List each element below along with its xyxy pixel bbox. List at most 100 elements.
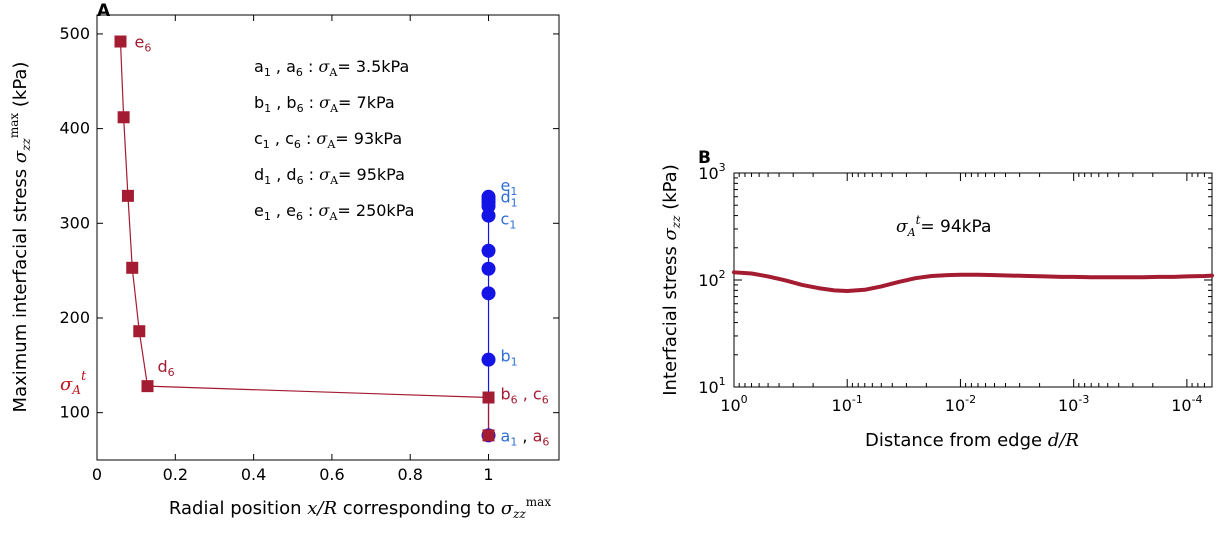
b-y-tick-label: 102	[698, 268, 725, 290]
panel-a-y-ticks: 100 200 300 400 500	[59, 24, 559, 422]
red-point	[133, 325, 146, 338]
annot-k2: e	[286, 201, 296, 220]
panel-a-label: A	[97, 1, 111, 21]
point-label-sub2: 6	[542, 394, 549, 407]
annot-sym: σ	[316, 129, 328, 148]
point-label-a1-a6: a1 , a6	[501, 426, 550, 448]
b-stress-curve	[732, 270, 1214, 293]
annot-sub: A	[328, 210, 338, 223]
panel-b-x-axis-label: Distance from edge d/R	[865, 430, 1079, 451]
b-y-tick-label: 103	[698, 161, 725, 183]
annot-colon: :	[303, 57, 319, 76]
point-label-main: c	[501, 210, 510, 229]
annot-value: 7kPa	[357, 93, 395, 112]
annot-sep: ,	[270, 129, 285, 148]
point-label: b1	[501, 347, 518, 369]
panel-b-series-lines	[732, 270, 1214, 293]
annot-k2: d	[286, 165, 296, 184]
b-x-tick-label: 10-3	[1058, 393, 1089, 415]
tick-exp: 0	[741, 393, 748, 406]
x-tick-label: 0.6	[319, 465, 344, 484]
red-series-line	[119, 41, 490, 436]
blue-point	[481, 189, 496, 204]
sigma-a-t-label: σAt	[60, 369, 87, 397]
annot-s2: 6	[294, 138, 301, 151]
panel-b-y-axis-label: Interfacial stress σzz (kPa)	[660, 164, 683, 396]
b-annot-value: 94kPa	[940, 217, 991, 237]
panel-b-label: B	[698, 148, 711, 168]
point-label: e6	[134, 33, 151, 55]
point-label-sub: 6	[168, 366, 175, 379]
annotation-row: e1 , e6 : σA= 250kPa	[254, 201, 414, 223]
panel-b-annotation: σAt= 94kPa	[896, 213, 991, 239]
annot-k1: e	[254, 201, 264, 220]
annot-value: 95kPa	[357, 165, 405, 184]
tick-base: 10	[1171, 396, 1191, 415]
annot-sub: A	[328, 66, 338, 79]
xlabel-mid: corresponding to	[337, 498, 501, 519]
y-tick-label: 400	[59, 119, 90, 138]
point-label-sub: 1	[511, 196, 518, 209]
annot-k2: c	[285, 129, 294, 148]
tick-base: 10	[1058, 396, 1078, 415]
annot-colon: :	[304, 93, 320, 112]
annot-eq: =	[335, 129, 354, 148]
tick-base: 10	[698, 271, 718, 290]
point-label: d1	[501, 187, 518, 209]
b-annot-sup: t	[916, 213, 921, 227]
red-point	[141, 380, 154, 393]
tick-base: 10	[832, 396, 852, 415]
b-ylabel-sub: zz	[669, 215, 683, 229]
xlabel-sup: max	[526, 495, 552, 509]
annot-k1: b	[254, 93, 264, 112]
panel-a-x-ticks: 0 0.2 0.4 0.6 0.8 1	[92, 15, 494, 484]
annot-sym: σ	[319, 165, 331, 184]
panel-b-x-ticks: 100 10-1 10-2 10-3 10-4	[720, 173, 1213, 415]
tick-base: 10	[945, 396, 965, 415]
annot-sep: ,	[271, 93, 286, 112]
annotation-row: d1 , d6 : σA= 95kPa	[254, 165, 405, 187]
annot-s1: 1	[264, 102, 271, 115]
annot-eq: =	[337, 201, 356, 220]
panel-b-plot-frame	[733, 172, 1213, 388]
b-ylabel-suffix: (kPa)	[660, 164, 681, 215]
point-label-main: d	[158, 357, 168, 376]
tick-exp: 1	[719, 375, 726, 388]
blue-point	[481, 352, 496, 367]
point-label-main: e	[501, 176, 511, 195]
xlabel-var: x/R	[307, 498, 337, 519]
tick-exp: 3	[719, 161, 726, 174]
xlabel-sub: zz	[512, 507, 526, 521]
annot-eq: =	[338, 93, 357, 112]
annot-eq: =	[337, 57, 356, 76]
tick-exp: -3	[1078, 393, 1089, 406]
a1-sub: 1	[510, 435, 517, 448]
ylabel-sup: max	[7, 113, 21, 139]
ylabel-sym: σ	[10, 150, 31, 163]
b-ylabel-sym: σ	[660, 227, 681, 240]
red-point	[482, 391, 495, 404]
annot-sym: σ	[319, 93, 331, 112]
x-tick-label: 1	[483, 465, 493, 484]
point-label: e1	[501, 176, 518, 198]
tick-base: 10	[698, 378, 718, 397]
y-tick-label: 300	[59, 213, 90, 232]
blue-point	[481, 286, 496, 301]
annot-s2: 6	[296, 210, 303, 223]
panel-a-plot-frame	[96, 14, 560, 461]
point-label: b6 , c6	[501, 385, 549, 407]
point-label-main: d	[501, 187, 511, 206]
annot-value: 93kPa	[354, 129, 402, 148]
tick-base: 10	[698, 164, 718, 183]
b-x-tick-label: 10-1	[832, 393, 863, 415]
annot-s2: 6	[297, 174, 304, 187]
ylabel-suffix: (kPa)	[10, 62, 31, 113]
b-x-tick-label: 10-2	[945, 393, 976, 415]
tick-exp: -2	[965, 393, 976, 406]
annot-s1: 1	[263, 138, 270, 151]
